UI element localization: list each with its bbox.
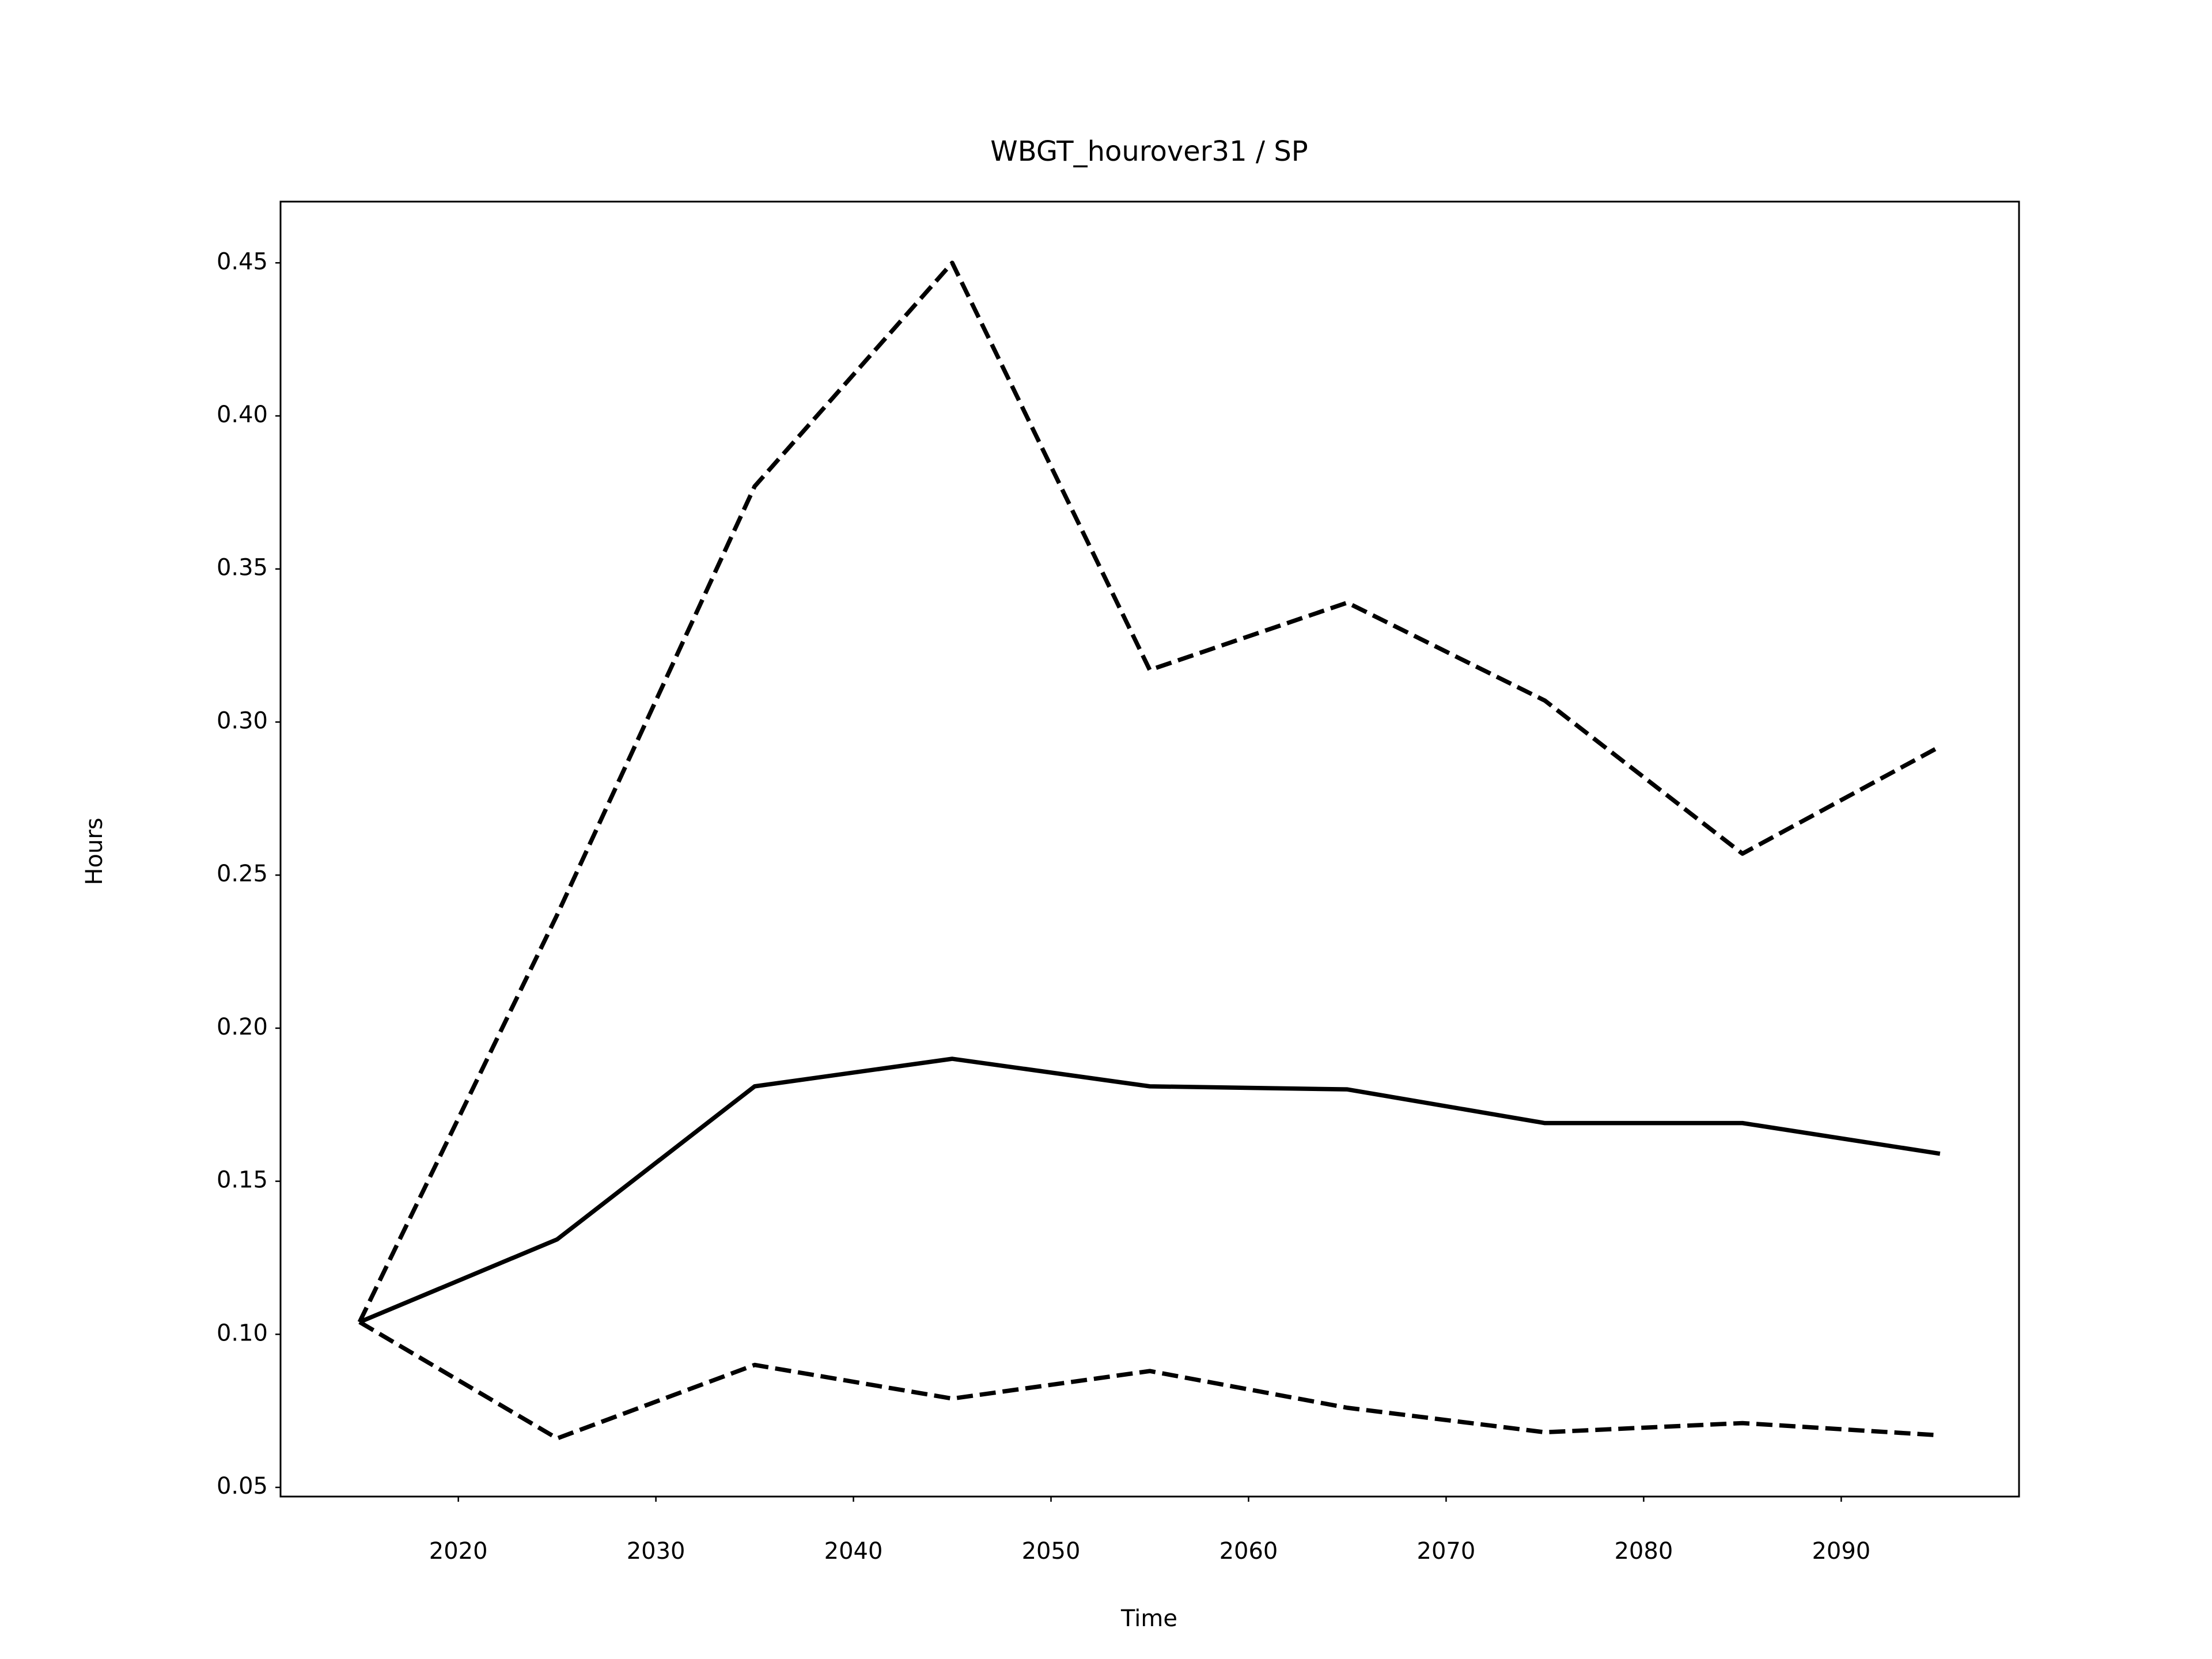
x-tick-label: 2030	[627, 1538, 685, 1565]
x-tick-label: 2070	[1417, 1538, 1476, 1565]
y-tick-label: 0.35	[217, 555, 268, 581]
y-tick-label: 0.05	[217, 1473, 268, 1499]
x-tick-label: 2080	[1614, 1538, 1673, 1565]
x-tick-label: 2020	[429, 1538, 488, 1565]
x-tick-label: 2090	[1812, 1538, 1870, 1565]
y-tick-label: 0.40	[217, 402, 268, 428]
x-tick-label: 2060	[1219, 1538, 1278, 1565]
y-tick-label: 0.10	[217, 1320, 268, 1346]
y-tick-label: 0.15	[217, 1167, 268, 1194]
y-tick-label: 0.30	[217, 707, 268, 734]
series-line	[357, 260, 1941, 1323]
plot-frame	[279, 200, 2020, 1498]
x-axis-label: Time	[1120, 1605, 1177, 1632]
y-tick-label: 0.25	[217, 861, 268, 887]
x-tick-label: 2040	[824, 1538, 883, 1565]
series-line	[358, 1056, 1941, 1324]
chart-title: WBGT_hourover31 / SP	[990, 135, 1308, 168]
y-tick-label: 0.20	[217, 1014, 268, 1040]
y-axis-label: Hours	[81, 817, 108, 885]
x-tick-label: 2050	[1022, 1538, 1081, 1565]
series-line	[358, 1320, 1941, 1441]
y-tick-label: 0.45	[217, 248, 268, 275]
